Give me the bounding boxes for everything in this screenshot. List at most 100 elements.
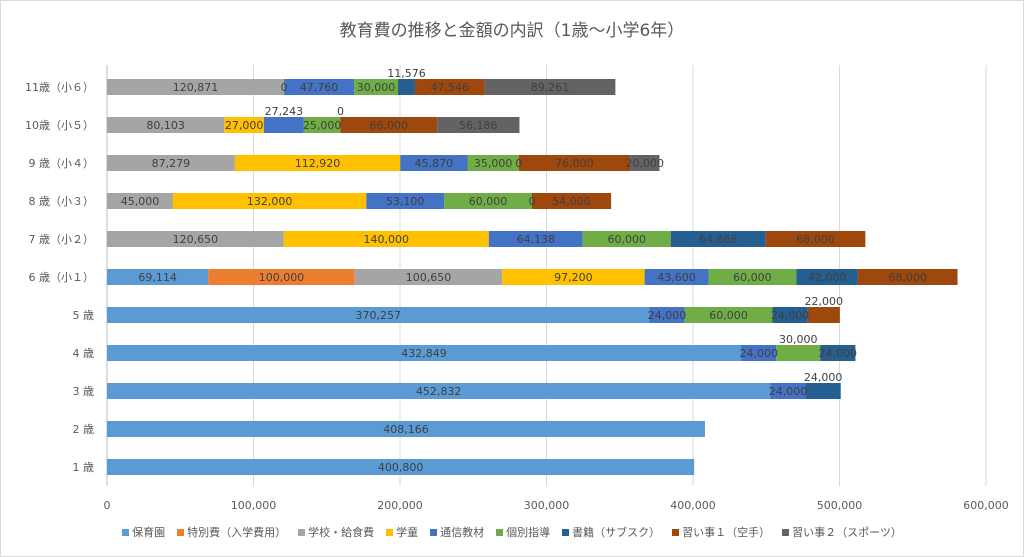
bar-segment xyxy=(107,307,650,323)
bar-segment xyxy=(531,193,612,209)
bar-segment xyxy=(518,155,631,171)
data-label: 132,000 xyxy=(247,195,293,208)
legend-item: 学童 xyxy=(386,524,418,540)
bar-segment xyxy=(437,117,520,133)
y-category-label: 3 歳 xyxy=(73,385,95,398)
bar-segment xyxy=(107,345,742,361)
legend-item: 学校・給食費 xyxy=(298,524,374,540)
data-label: 35,000 xyxy=(474,157,513,170)
bar-segment xyxy=(414,79,485,95)
bar-segment xyxy=(444,193,532,209)
data-label: 408,166 xyxy=(383,423,429,436)
legend: 保育園 特別費（入学費用） 学校・給食費 学童 通信教材 個別指導 書籍（サブスク） 習い事１… xyxy=(0,524,1024,540)
legend-item: 習い事１（空手） xyxy=(672,524,770,540)
bar-segment xyxy=(807,307,840,323)
bar-segment xyxy=(488,231,583,247)
data-label: 60,000 xyxy=(709,309,748,322)
data-label: 100,000 xyxy=(259,271,305,284)
data-label: 68,000 xyxy=(888,271,927,284)
data-label: 87,279 xyxy=(152,157,191,170)
bar-segment xyxy=(484,79,616,95)
data-label: 112,920 xyxy=(295,157,341,170)
legend-swatch xyxy=(672,528,680,536)
bar-segment xyxy=(630,155,660,171)
data-label: 47,760 xyxy=(300,81,339,94)
data-label: 89,261 xyxy=(531,81,570,94)
bar-segment xyxy=(820,345,856,361)
data-label: 76,000 xyxy=(555,157,594,170)
data-label: 27,243 xyxy=(265,105,304,118)
data-label: 45,870 xyxy=(415,157,454,170)
data-label: 64,138 xyxy=(517,233,556,246)
data-label: 24,000 xyxy=(804,371,843,384)
data-label: 22,000 xyxy=(805,295,844,308)
chart-title: 教育費の推移と金額の内訳（1歳～小学6年） xyxy=(339,21,685,41)
x-tick-label: 500,000 xyxy=(817,499,863,512)
bar-segment xyxy=(776,345,821,361)
data-label: 24,000 xyxy=(819,347,858,360)
y-category-label: 8 歳（小３） xyxy=(29,195,95,208)
data-label: 47,546 xyxy=(431,81,470,94)
bar-segment xyxy=(805,383,841,399)
bar-segment xyxy=(502,269,645,285)
data-label: 11,576 xyxy=(387,67,426,80)
data-label: 60,000 xyxy=(608,233,647,246)
y-category-label: 2 歳 xyxy=(73,423,95,436)
bar-segment xyxy=(303,117,341,133)
data-label: 54,000 xyxy=(552,195,591,208)
data-label: 0 xyxy=(515,157,522,170)
bar-segment xyxy=(708,269,797,285)
data-label: 0 xyxy=(281,81,288,94)
y-category-label: 6 歳（小１） xyxy=(29,271,95,284)
bar-segment xyxy=(107,155,235,171)
legend-item: 個別指導 xyxy=(496,524,550,540)
legend-label: 学校・給食費 xyxy=(308,526,375,539)
data-label: 20,000 xyxy=(626,157,665,170)
bar-segment xyxy=(772,307,808,323)
y-category-label: 11歳（小６） xyxy=(25,81,94,94)
y-category-label: 4 歳 xyxy=(73,347,95,360)
data-label: 120,650 xyxy=(173,233,219,246)
legend-label: 個別指導 xyxy=(506,526,551,539)
bar-segment xyxy=(107,79,285,95)
x-tick-label: 0 xyxy=(104,499,111,512)
data-label: 400,800 xyxy=(378,461,424,474)
data-label: 68,000 xyxy=(796,233,835,246)
data-label: 140,000 xyxy=(364,233,410,246)
bar-segment xyxy=(684,307,773,323)
legend-swatch xyxy=(430,528,438,536)
data-label: 30,000 xyxy=(779,333,818,346)
data-label: 80,103 xyxy=(146,119,185,132)
bar-segment xyxy=(354,269,503,285)
data-label: 120,871 xyxy=(173,81,219,94)
legend-label: 特別費（入学費用） xyxy=(187,526,287,539)
data-label: 64,868 xyxy=(699,233,738,246)
data-label: 69,114 xyxy=(138,271,177,284)
bar-segment xyxy=(283,231,489,247)
y-category-label: 5 歳 xyxy=(73,309,95,322)
legend-item: 特別費（入学費用） xyxy=(177,524,286,540)
data-label: 53,100 xyxy=(386,195,425,208)
y-category-label: 7 歳（小２） xyxy=(29,233,95,246)
bar-segment xyxy=(107,231,284,247)
data-label: 452,832 xyxy=(416,385,462,398)
bar-segment xyxy=(263,117,304,133)
bar-segment xyxy=(770,383,806,399)
bar-segment xyxy=(224,117,264,133)
data-label: 60,000 xyxy=(469,195,508,208)
legend-swatch xyxy=(386,528,394,536)
data-label: 43,600 xyxy=(657,271,696,284)
y-category-label: 9 歳（小４） xyxy=(29,157,95,170)
bar-segment xyxy=(670,231,766,247)
bar-segment xyxy=(765,231,866,247)
bar-segment xyxy=(397,79,415,95)
y-category-label: 1 歳 xyxy=(73,461,95,474)
bar-segment xyxy=(857,269,958,285)
legend-swatch xyxy=(496,528,504,536)
legend-label: 通信教材 xyxy=(440,526,485,539)
legend-swatch xyxy=(177,528,185,536)
bar-segment xyxy=(366,193,445,209)
x-tick-label: 200,000 xyxy=(377,499,423,512)
data-label: 370,257 xyxy=(355,309,401,322)
